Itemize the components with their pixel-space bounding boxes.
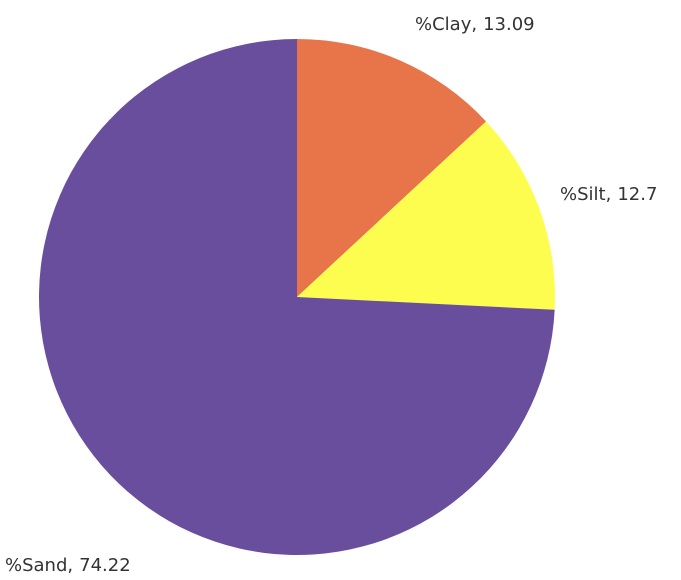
data-label: %Clay, 13.09 (415, 14, 535, 35)
category-label: %Clay, (415, 14, 477, 35)
data-label: %Sand, 74.22 (5, 555, 131, 576)
category-label: %Silt, (560, 184, 611, 205)
value-label: 74.22 (79, 555, 131, 576)
value-label: 13.09 (483, 14, 535, 35)
category-label: %Sand, (5, 555, 73, 576)
data-label: %Silt, 12.7 (560, 184, 657, 205)
chart: %Clay, 13.09 %Silt, 12.7 %Sand, 74.22 (0, 0, 681, 580)
value-label: 12.7 (617, 184, 657, 205)
